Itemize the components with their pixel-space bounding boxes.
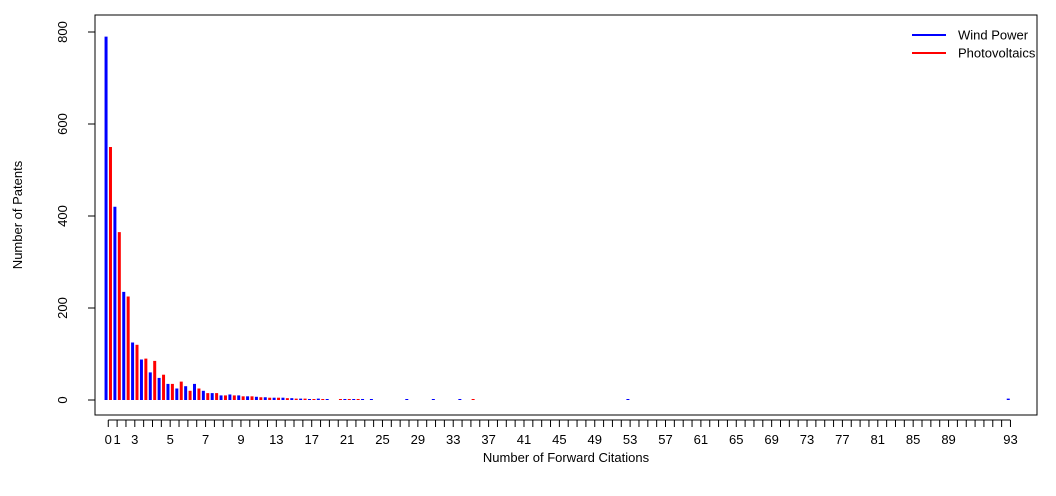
x-tick-label: 9: [237, 432, 244, 447]
plot-frame: [94, 14, 1038, 416]
x-tick-label: 77: [835, 432, 849, 447]
x-axis-label: Number of Forward Citations: [483, 450, 650, 465]
x-tick-label: 65: [729, 432, 743, 447]
x-tick-label: 1: [113, 432, 120, 447]
x-tick-label: 7: [202, 432, 209, 447]
x-tick-label: 29: [411, 432, 425, 447]
y-tick-label: 800: [55, 21, 70, 43]
y-tick-label: 200: [55, 297, 70, 319]
legend-label-photovoltaics: Photovoltaics: [958, 46, 1036, 61]
x-tick-label: 45: [552, 432, 566, 447]
x-tick-label: 13: [269, 432, 283, 447]
y-axis: 0 200 400 600 800: [55, 21, 96, 404]
x-tick-label: 33: [446, 432, 460, 447]
x-tick-label: 25: [375, 432, 389, 447]
x-tick-label: 53: [623, 432, 637, 447]
x-tick-label: 37: [481, 432, 495, 447]
x-axis: 0 1 3 5 7 9 13 17 21 25 29 33 37 41 45 49 53 57 61 65 69 73 77…: [105, 419, 1018, 447]
x-tick-label: 93: [1003, 432, 1017, 447]
legend: Wind Power Photovoltaics: [912, 28, 1036, 61]
x-tick-label: 41: [517, 432, 531, 447]
x-tick-label: 61: [694, 432, 708, 447]
x-tick-label: 17: [304, 432, 318, 447]
legend-label-wind-power: Wind Power: [958, 28, 1029, 43]
x-tick-label: 81: [871, 432, 885, 447]
x-tick-label: 21: [340, 432, 354, 447]
x-tick-label: 0: [105, 432, 112, 447]
x-tick-label: 3: [131, 432, 138, 447]
x-tick-label: 69: [764, 432, 778, 447]
x-tick-label: 73: [800, 432, 814, 447]
x-tick-label: 89: [941, 432, 955, 447]
x-tick-label: 5: [167, 432, 174, 447]
bars-group: [104, 36, 1010, 400]
x-tick-label: 85: [906, 432, 920, 447]
x-tick-label: 57: [658, 432, 672, 447]
y-axis-label: Number of Patents: [10, 160, 25, 269]
x-tick-label: 49: [588, 432, 602, 447]
y-tick-label: 400: [55, 205, 70, 227]
y-tick-label: 600: [55, 113, 70, 135]
y-tick-label: 0: [55, 396, 70, 403]
